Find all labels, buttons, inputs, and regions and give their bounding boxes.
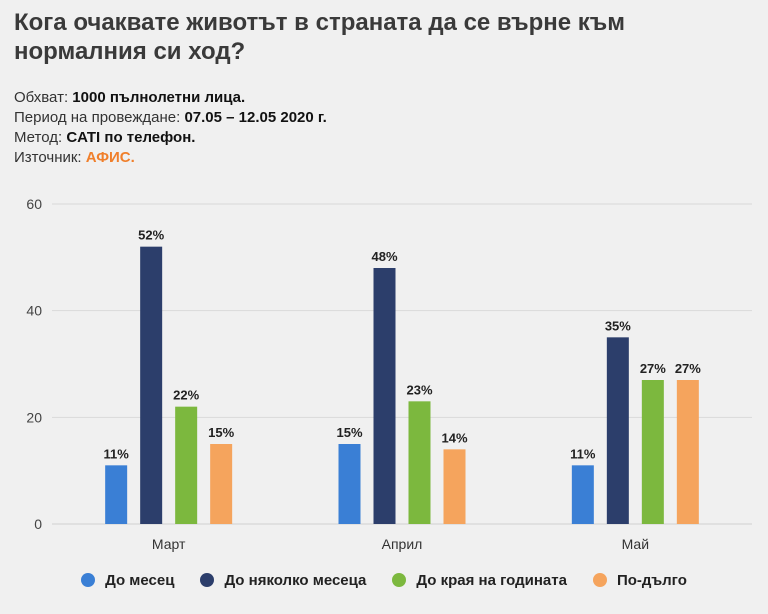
x-tick-label: Май (622, 536, 649, 552)
bar-3-2 (606, 337, 629, 524)
data-label: 15% (208, 425, 234, 440)
legend-label-month: До месец (105, 571, 175, 589)
info-period: Период на провеждане: 07.05 – 12.05 2020… (14, 108, 327, 128)
legend-swatch-longer (592, 573, 607, 587)
legend-item-year-end[interactable]: До края на годината (392, 572, 567, 589)
legend-swatch-year-end (392, 573, 407, 587)
info-method-value: CATI по телефон. (66, 129, 196, 146)
data-label: 23% (406, 382, 432, 397)
legend-label-longer: По-дълго (616, 571, 687, 589)
bar-2-4 (443, 449, 466, 524)
bar-1-1 (105, 465, 128, 524)
legend-swatch-month (81, 573, 96, 587)
info-period-value: 07.05 – 12.05 2020 г. (184, 109, 327, 126)
info-source-label: Източник: (14, 149, 82, 166)
data-label: 35% (605, 318, 631, 333)
bar-2-3 (408, 401, 431, 524)
data-label: 27% (675, 361, 701, 376)
bar-3-1 (571, 465, 594, 524)
bar-2-1 (338, 444, 361, 524)
data-label: 11% (104, 446, 130, 461)
info-coverage-value: 1000 пълнолетни лица. (72, 89, 246, 106)
chart-title: Кога очаквате животът в страната да се в… (14, 9, 626, 65)
legend-item-few-months[interactable]: До няколко месеца (200, 572, 366, 589)
legend-item-longer[interactable]: По-дълго (592, 571, 687, 589)
data-label: 52% (138, 228, 164, 243)
legend-item-month[interactable]: До месец (81, 572, 174, 589)
info-method: Метод: CATI по телефон. (14, 128, 327, 148)
legend-label-year-end: До края на годината (416, 571, 567, 589)
bar-3-3 (641, 380, 664, 524)
data-label: 15% (336, 425, 362, 440)
bar-2-2 (373, 268, 396, 524)
data-label: 22% (173, 388, 199, 403)
data-label: 27% (640, 361, 666, 376)
data-label: 48% (371, 249, 397, 264)
bar-1-3 (175, 406, 198, 524)
bar-1-2 (140, 246, 163, 524)
info-period-label: Период на провеждане: (14, 109, 181, 126)
y-tick-label: 20 (26, 409, 42, 425)
y-tick-label: 60 (26, 196, 42, 212)
y-tick-label: 0 (34, 516, 42, 532)
info-coverage: Обхват: 1000 пълнолетни лица. (14, 88, 327, 108)
survey-info: Обхват: 1000 пълнолетни лица. Период на … (14, 88, 327, 168)
info-method-label: Метод: (14, 129, 63, 146)
data-label: 11% (570, 446, 596, 461)
chart-legend: До месец До няколко месеца До края на го… (0, 568, 768, 592)
data-label: 14% (441, 430, 467, 445)
legend-swatch-few-months (200, 573, 215, 587)
legend-label-few-months: До няколко месеца (224, 571, 367, 589)
bar-chart: 0 20 40 60 11% 52% 22% 15% Март 15% 48% 23% 14% Април… (26, 196, 752, 552)
x-tick-label: Април (382, 536, 423, 552)
info-source: Източник: АФИС. (14, 148, 327, 168)
x-tick-label: Март (152, 536, 186, 552)
info-source-value: АФИС. (85, 149, 135, 166)
bar-1-4 (210, 444, 233, 524)
y-tick-label: 40 (26, 303, 42, 319)
info-coverage-label: Обхват: (14, 89, 69, 106)
bar-3-4 (676, 380, 699, 524)
